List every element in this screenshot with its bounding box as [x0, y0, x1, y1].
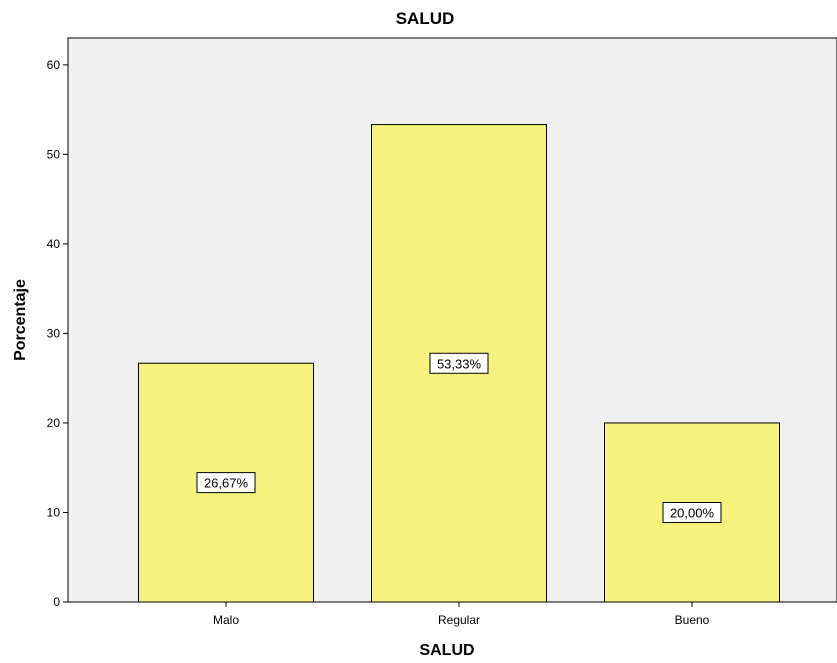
- data-label: 53,33%: [429, 352, 489, 374]
- y-axis: 0 10 20 30 40 50 60: [47, 58, 68, 609]
- data-label: 26,67%: [196, 472, 256, 494]
- data-label-box: [662, 501, 722, 523]
- y-tick-label: 0: [53, 595, 60, 609]
- x-tick-label: Bueno: [675, 613, 710, 627]
- data-label-text: 26,67%: [204, 476, 249, 491]
- data-label-box: [196, 472, 256, 494]
- x-tick-label: Malo: [213, 613, 239, 627]
- bars: [138, 124, 780, 603]
- data-label-text: 53,33%: [437, 356, 482, 371]
- x-axis-title: SALUD: [419, 642, 474, 659]
- chart-title: SALUD: [396, 9, 455, 28]
- y-tick-label: 40: [47, 237, 61, 251]
- data-label-text: 20,00%: [670, 505, 715, 520]
- y-tick-label: 50: [47, 147, 61, 161]
- x-axis: Malo Regular Bueno: [213, 602, 710, 627]
- data-labels: 26,67% 53,33% 20,00%: [196, 352, 722, 523]
- data-label-box: [429, 352, 489, 374]
- data-label: 20,00%: [662, 501, 722, 523]
- y-tick-label: 30: [47, 326, 61, 340]
- y-tick-label: 60: [47, 58, 61, 72]
- y-tick-label: 10: [47, 505, 61, 519]
- y-axis-title: Porcentaje: [12, 279, 29, 361]
- y-tick-label: 20: [47, 416, 61, 430]
- x-tick-label: Regular: [438, 613, 480, 627]
